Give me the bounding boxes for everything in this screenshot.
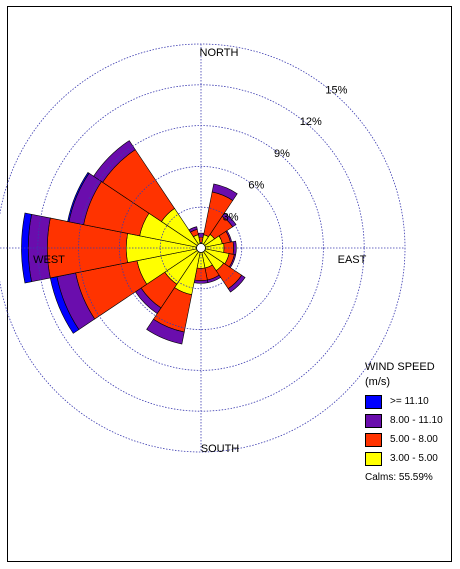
ring-label: 3% bbox=[223, 211, 239, 223]
petal-segment bbox=[211, 183, 238, 201]
legend-item: 8.00 - 11.10 bbox=[365, 413, 455, 428]
legend-label: >= 11.10 bbox=[390, 396, 429, 407]
legend: WIND SPEED (m/s) >= 11.10 8.00 - 11.10 5… bbox=[365, 360, 455, 483]
petal-segment bbox=[227, 274, 246, 293]
ring-0 bbox=[159, 206, 243, 290]
wind-rose-petals bbox=[21, 140, 246, 345]
sector-SSW bbox=[146, 247, 202, 345]
sector-ENE bbox=[200, 230, 233, 249]
direction-label-north: NORTH bbox=[200, 47, 239, 59]
direction-label-east: EAST bbox=[338, 254, 367, 266]
petal-segment bbox=[67, 172, 90, 223]
petal-segment bbox=[146, 318, 185, 345]
ring-1 bbox=[119, 165, 283, 330]
calm-center-circle bbox=[196, 243, 206, 253]
ring-labels: 3% 6% 9% 12% 15% bbox=[223, 84, 348, 223]
ring-label: 12% bbox=[300, 116, 322, 128]
legend-swatch bbox=[365, 451, 382, 466]
legend-label: 5.00 - 8.00 bbox=[390, 434, 438, 445]
ring-2 bbox=[78, 125, 324, 371]
sector-WNW bbox=[67, 172, 202, 249]
ring-label: 9% bbox=[274, 148, 290, 160]
sector-SW bbox=[134, 247, 202, 315]
petal-segment bbox=[188, 226, 198, 233]
wind-rose-rings bbox=[0, 43, 406, 453]
legend-swatch bbox=[365, 432, 382, 447]
sector-SSE bbox=[200, 247, 222, 284]
legend-label: 3.00 - 5.00 bbox=[390, 453, 438, 464]
legend-units: (m/s) bbox=[365, 376, 391, 388]
legend-item: 5.00 - 8.00 bbox=[365, 432, 455, 447]
ring-4 bbox=[0, 43, 406, 453]
legend-swatch bbox=[365, 413, 382, 428]
ring-label: 15% bbox=[325, 84, 347, 96]
wind-rose-labels: NORTH EAST SOUTH WEST bbox=[33, 47, 367, 455]
legend-item: 3.00 - 5.00 bbox=[365, 451, 455, 466]
direction-label-west: WEST bbox=[33, 254, 65, 266]
ring-label: 6% bbox=[248, 180, 264, 192]
legend-swatch bbox=[365, 394, 382, 409]
legend-title: WIND SPEED bbox=[365, 361, 435, 373]
legend-label: 8.00 - 11.10 bbox=[390, 415, 443, 426]
petal-segment bbox=[221, 212, 237, 228]
ring-3 bbox=[37, 84, 365, 412]
calms-label: Calms: 55.59% bbox=[365, 472, 433, 483]
direction-label-south: SOUTH bbox=[201, 443, 240, 455]
sector-ESE bbox=[200, 247, 237, 269]
petal-segment bbox=[21, 212, 32, 284]
legend-item: >= 11.10 bbox=[365, 394, 455, 409]
